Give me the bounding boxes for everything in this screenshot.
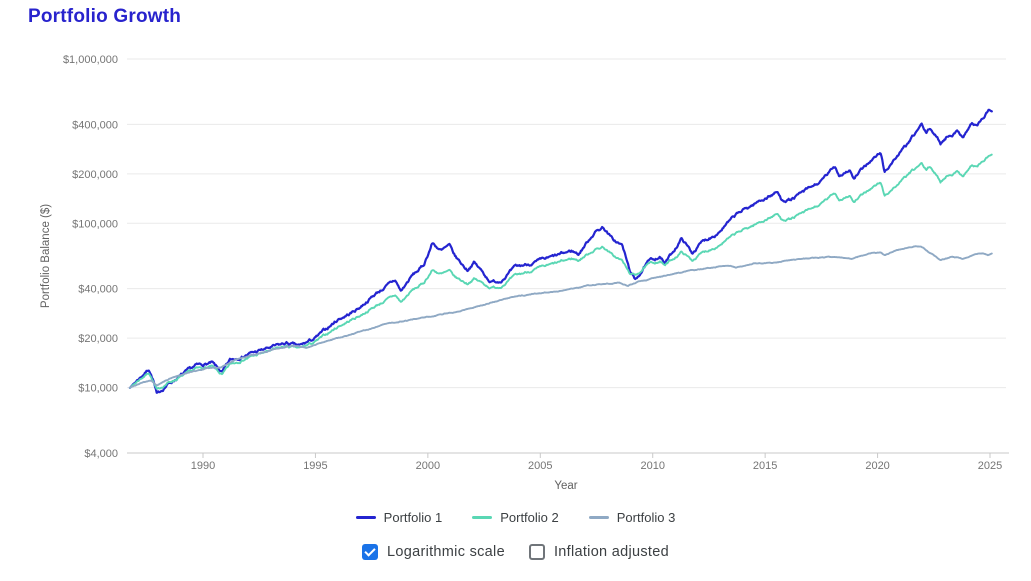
inflation-adjusted-option[interactable]: Inflation adjusted	[528, 544, 669, 560]
svg-text:2025: 2025	[978, 460, 1002, 472]
logarithmic-scale-checkbox[interactable]	[362, 544, 378, 560]
svg-text:$10,000: $10,000	[78, 383, 118, 395]
portfolio-1-line-swatch	[355, 516, 376, 519]
svg-text:2015: 2015	[753, 460, 777, 472]
svg-text:$4,000: $4,000	[84, 448, 118, 460]
svg-text:2000: 2000	[416, 460, 440, 472]
portfolio-2-line-swatch	[472, 516, 493, 519]
svg-text:$20,000: $20,000	[78, 333, 118, 345]
logarithmic-scale-label: Logarithmic scale	[387, 544, 505, 560]
svg-text:2020: 2020	[865, 460, 889, 472]
chart-options: Logarithmic scale Inflation adjusted	[0, 544, 1031, 560]
inflation-adjusted-checkbox[interactable]	[528, 544, 545, 560]
svg-text:1995: 1995	[303, 460, 327, 472]
legend-item-portfolio-1: Portfolio 1	[355, 510, 443, 525]
svg-text:Year: Year	[554, 480, 577, 492]
svg-text:2010: 2010	[640, 460, 664, 472]
svg-text:$40,000: $40,000	[78, 284, 118, 296]
svg-text:1990: 1990	[191, 460, 215, 472]
svg-text:2005: 2005	[528, 460, 552, 472]
svg-text:$1,000,000: $1,000,000	[63, 54, 118, 66]
chart-legend: Portfolio 1 Portfolio 2 Portfolio 3	[0, 510, 1031, 525]
svg-text:Portfolio Balance ($): Portfolio Balance ($)	[40, 204, 52, 308]
legend-item-portfolio-2: Portfolio 2	[472, 510, 559, 525]
page-title: Portfolio Growth	[28, 6, 182, 27]
portfolio-3-line-swatch	[588, 516, 609, 519]
legend-item-portfolio-3: Portfolio 3	[588, 510, 676, 525]
legend-label-portfolio-1: Portfolio 1	[383, 510, 443, 525]
inflation-adjusted-label: Inflation adjusted	[553, 544, 669, 560]
chart-plot-area[interactable]: $1,000,000 $400,000 $200,000 $100,000 $40,00…	[0, 0, 1031, 500]
svg-text:$200,000: $200,000	[72, 169, 118, 181]
portfolio-growth-chart[interactable]: $1,000,000 $400,000 $200,000 $100,000 $40,00…	[0, 0, 1031, 500]
legend-label-portfolio-2: Portfolio 2	[500, 510, 559, 525]
legend-label-portfolio-3: Portfolio 3	[616, 510, 676, 525]
logarithmic-scale-option[interactable]: Logarithmic scale	[362, 544, 505, 560]
svg-text:$100,000: $100,000	[72, 218, 118, 230]
svg-text:$400,000: $400,000	[72, 119, 118, 131]
